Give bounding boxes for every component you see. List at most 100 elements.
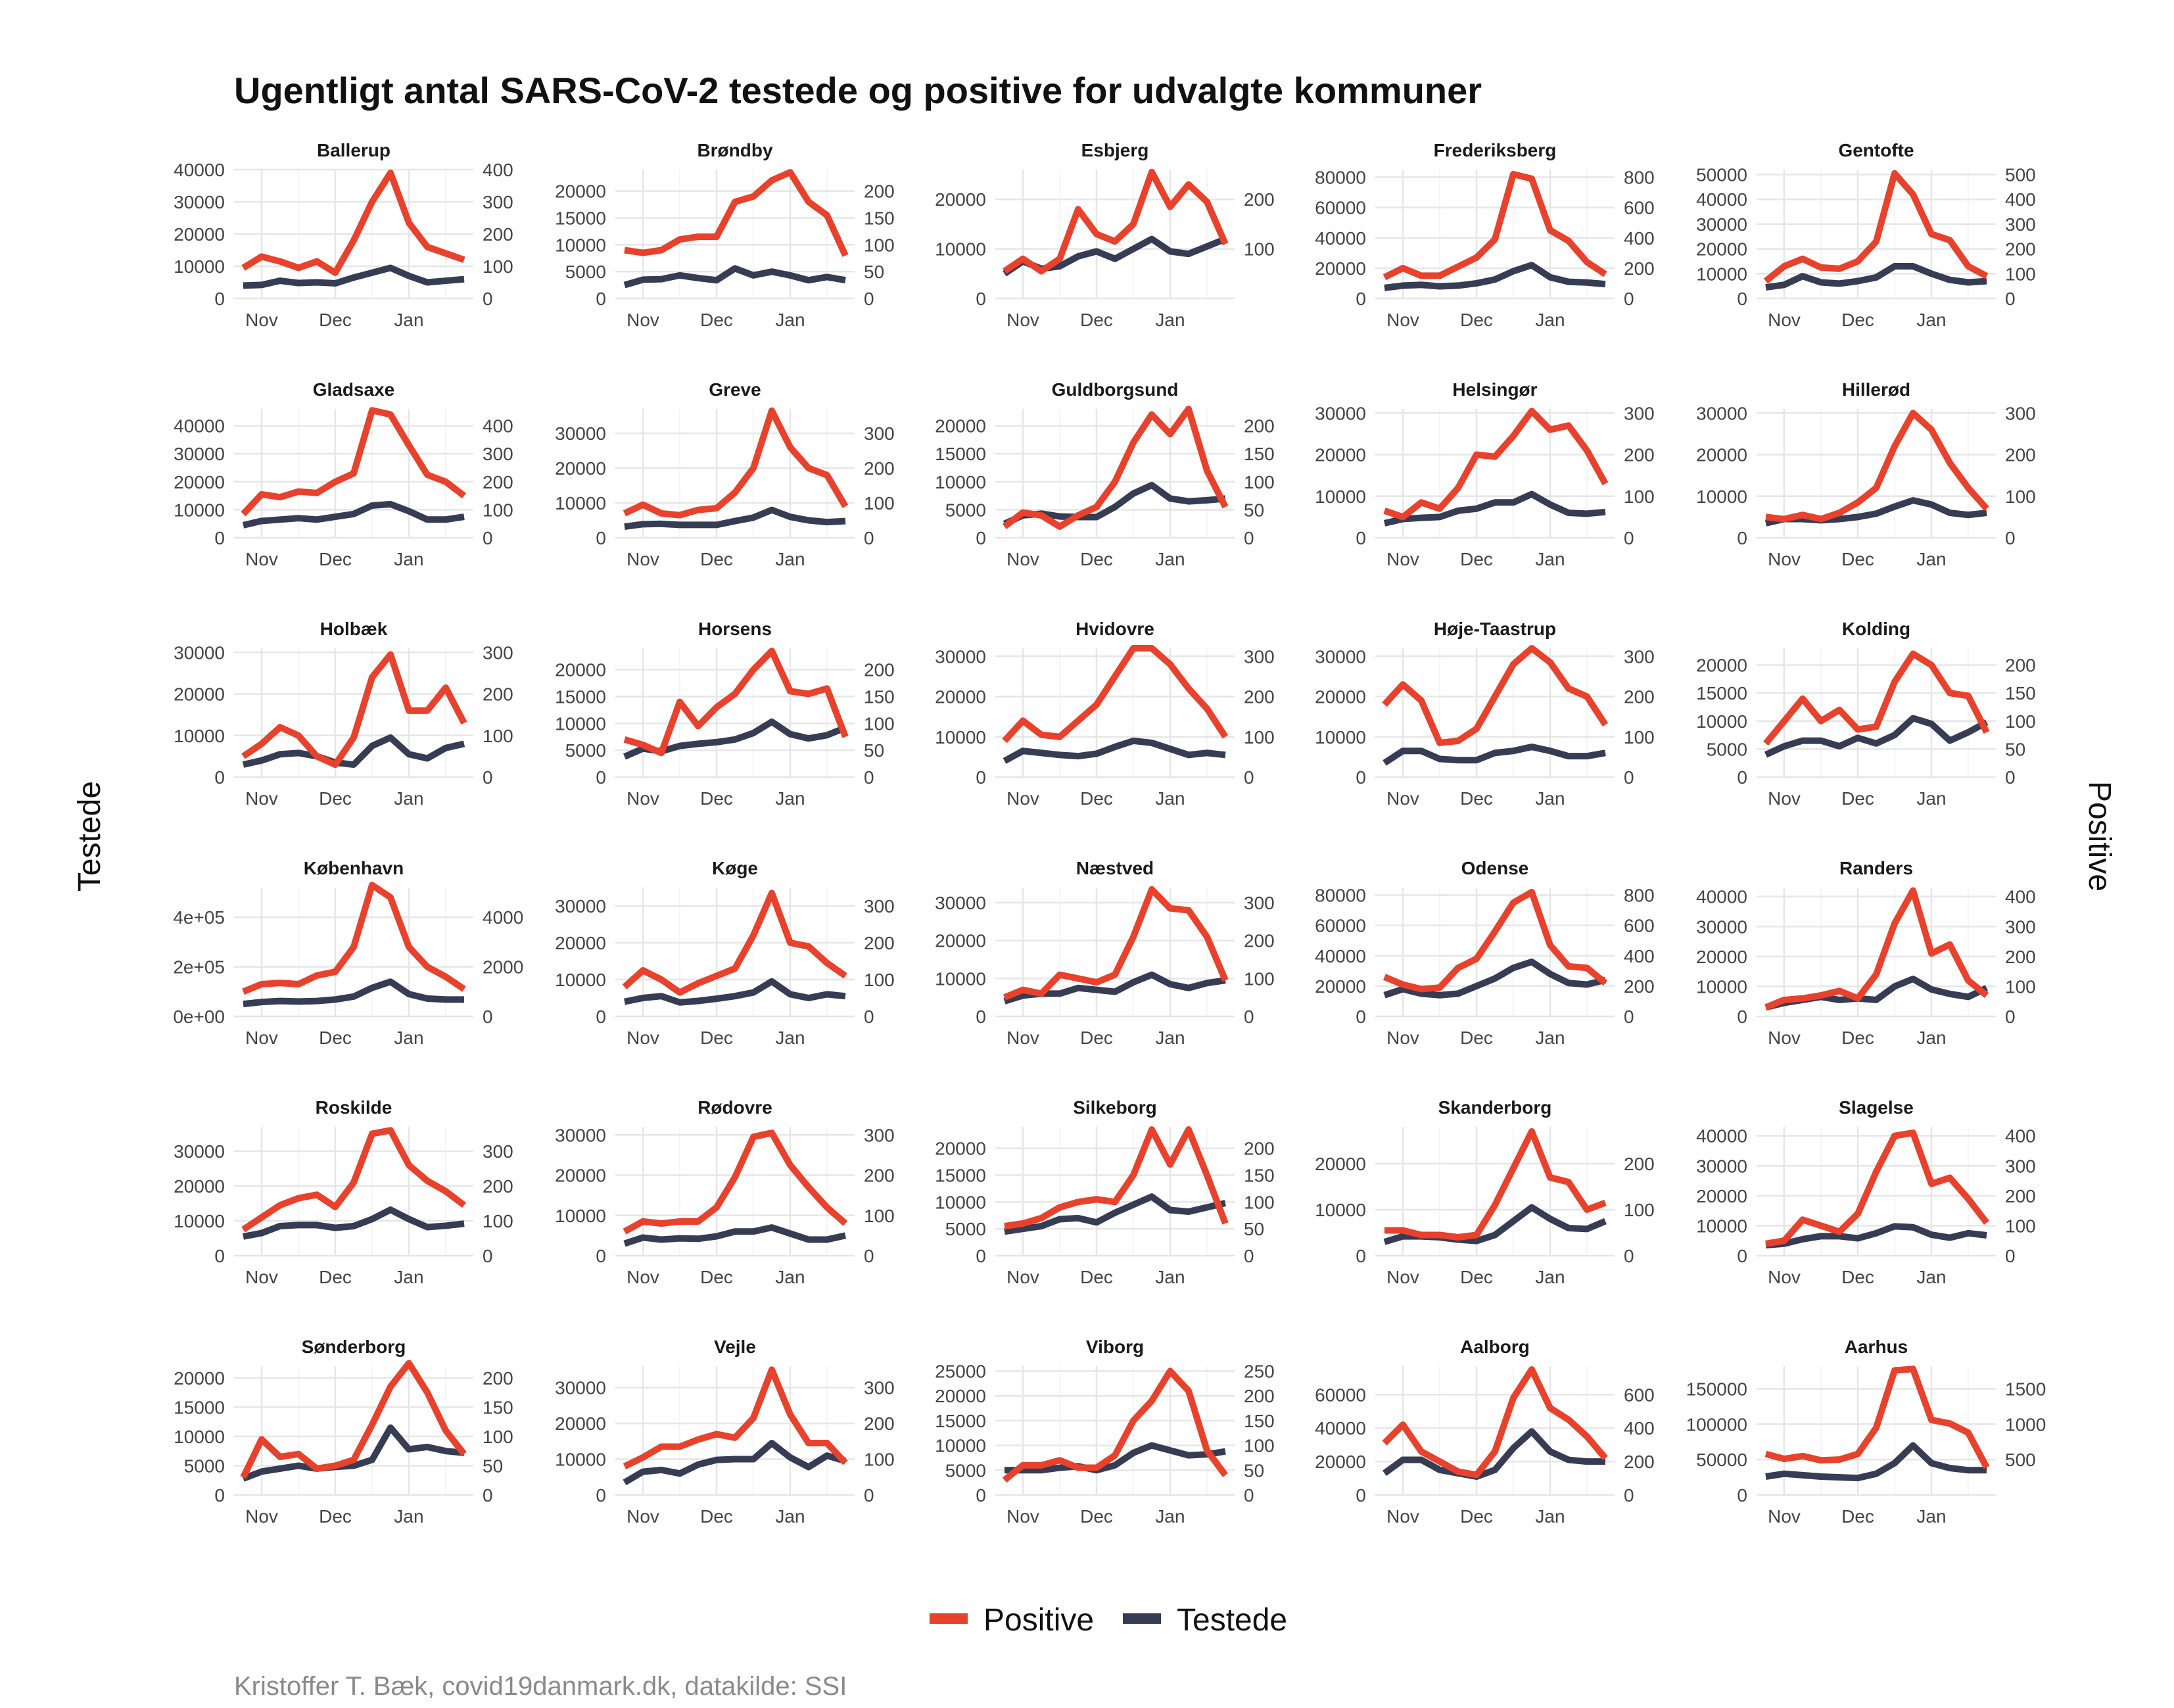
panel-holbaek-right-tick: 100 — [483, 726, 513, 746]
panel-gladsaxe-left-tick: 20000 — [174, 472, 225, 492]
panel-viborg-right-tick: 200 — [1244, 1386, 1275, 1406]
panel-roedovre-right-tick: 0 — [864, 1246, 874, 1266]
panel-naestved-title: Næstved — [1076, 858, 1154, 878]
panel-gentofte-right-tick: 0 — [2005, 289, 2016, 309]
panel-holbaek-right-tick: 200 — [483, 684, 513, 705]
panel-hvidovre-left-tick: 0 — [976, 767, 986, 788]
panel-gladsaxe-x-tick: Nov — [245, 549, 278, 569]
legend: Positive Testede — [930, 1603, 1287, 1638]
panel-slagelse-right-tick: 100 — [2005, 1216, 2036, 1236]
panel-roedovre-title: Rødovre — [697, 1097, 772, 1118]
panel-naestved-right-tick: 0 — [1244, 1007, 1254, 1027]
panel-aalborg-line-positive — [1382, 1366, 1608, 1479]
panel-aarhus-right-tick: 500 — [2005, 1450, 2036, 1470]
panel-roskilde-left-tick: 10000 — [174, 1211, 225, 1231]
panel-hvidovre-x-tick: Jan — [1155, 788, 1185, 809]
panel-guldborgsund-x-tick: Dec — [1080, 549, 1113, 569]
panel-broendby-x-tick: Nov — [626, 310, 659, 330]
panel-skanderborg: Skanderborg 0 10000 20000 0 100 200 Nov Dec Jan — [1315, 1097, 1655, 1287]
panel-silkeborg-left-tick: 5000 — [945, 1219, 986, 1239]
panel-odense-left-tick: 60000 — [1315, 916, 1366, 936]
panel-esbjerg-left-tick: 10000 — [935, 239, 986, 260]
panel-naestved-right-tick: 300 — [1244, 893, 1275, 913]
panel-aalborg-title: Aalborg — [1460, 1337, 1530, 1357]
panel-frederiksberg-x-tick: Dec — [1460, 310, 1493, 330]
panel-aarhus-title: Aarhus — [1845, 1337, 1908, 1357]
panel-naestved-x-tick: Nov — [1006, 1028, 1039, 1048]
legend-label-positive: Positive — [983, 1603, 1094, 1638]
panel-roskilde: Roskilde 0 10000 20000 30000 0 100 200 300 Nov Dec… — [174, 1097, 513, 1287]
panel-helsingoer-right-tick: 0 — [1624, 528, 1634, 548]
panel-hilleroed-x-tick: Nov — [1768, 549, 1801, 569]
panel-hvidovre-right-tick: 200 — [1244, 687, 1275, 707]
panel-horsens-right-tick: 100 — [864, 713, 895, 734]
panel-greve-line-positive — [623, 407, 849, 519]
panel-roskilde-right-tick: 100 — [483, 1211, 513, 1231]
panel-soenderborg-right-tick: 200 — [483, 1368, 513, 1388]
panel-roskilde-right-tick: 300 — [483, 1141, 513, 1162]
panel-holbaek: Holbæk 0 10000 20000 30000 0 100 200 300 Nov Dec Ja… — [174, 619, 513, 809]
panel-hoeje-taastrup-line-testede — [1382, 744, 1606, 766]
panel-hvidovre-left-tick: 20000 — [935, 687, 986, 707]
panel-vejle-left-tick: 20000 — [555, 1413, 606, 1434]
panel-roedovre-left-tick: 20000 — [555, 1166, 606, 1186]
panel-roskilde-x-tick: Dec — [319, 1267, 352, 1287]
panel-vejle-right-tick: 0 — [864, 1485, 874, 1506]
panel-hoeje-taastrup-right-tick: 200 — [1624, 687, 1655, 707]
panel-koege-x-tick: Dec — [700, 1028, 733, 1048]
panel-gladsaxe-left-tick: 0 — [214, 528, 225, 548]
panel-esbjerg-right-tick: 100 — [1244, 239, 1275, 260]
panel-gentofte-x-tick: Jan — [1916, 310, 1946, 330]
panel-horsens: Horsens 0 5000 10000 15000 20000 0 50 100 150 200 N… — [555, 619, 895, 809]
panel-gentofte-right-tick: 200 — [2005, 239, 2036, 260]
panel-ballerup-x-tick: Dec — [319, 310, 352, 330]
panel-greve-x-tick: Jan — [775, 549, 805, 569]
panel-broendby-right-tick: 200 — [864, 181, 895, 202]
panel-horsens-x-tick: Jan — [775, 788, 805, 809]
panel-hvidovre-left-tick: 10000 — [935, 727, 986, 747]
panel-koebenhavn-x-tick: Jan — [394, 1028, 423, 1048]
panel-roskilde-line-testede — [243, 1206, 465, 1240]
panel-randers-right-tick: 100 — [2005, 976, 2036, 997]
panel-skanderborg-right-tick: 200 — [1624, 1154, 1655, 1174]
panel-gentofte-right-tick: 100 — [2005, 264, 2036, 284]
panel-kolding-right-tick: 100 — [2005, 711, 2036, 732]
panel-aalborg-right-tick: 600 — [1624, 1385, 1655, 1405]
panel-ballerup-right-tick: 200 — [483, 224, 513, 245]
panel-roedovre-left-tick: 0 — [596, 1246, 606, 1266]
panel-hilleroed-left-tick: 10000 — [1696, 486, 1747, 507]
panel-randers-right-tick: 400 — [2005, 887, 2036, 907]
panel-ballerup-left-tick: 30000 — [174, 192, 225, 212]
panel-horsens-left-tick: 20000 — [555, 660, 606, 680]
panel-guldborgsund-right-tick: 50 — [1244, 500, 1264, 520]
panel-odense-x-tick: Jan — [1535, 1028, 1565, 1048]
panel-aarhus-left-tick: 150000 — [1686, 1379, 1747, 1399]
panel-roedovre-line-positive — [623, 1129, 848, 1235]
panel-hilleroed-line-testede — [1764, 497, 1987, 527]
panel-hilleroed-line-positive — [1765, 410, 1989, 523]
panel-esbjerg-x-tick: Jan — [1155, 310, 1185, 330]
panel-horsens-x-tick: Nov — [626, 788, 659, 809]
panel-frederiksberg-right-tick: 800 — [1624, 168, 1655, 188]
panel-randers: Randers 0 10000 20000 30000 40000 0 100 200 300 40… — [1696, 858, 2036, 1048]
panel-aarhus-left-tick: 100000 — [1686, 1414, 1747, 1435]
panel-soenderborg-x-tick: Dec — [319, 1506, 352, 1527]
panel-helsingoer-right-tick: 100 — [1624, 486, 1655, 507]
panel-kolding-right-tick: 0 — [2005, 767, 2016, 788]
panel-koege-line-positive — [622, 890, 847, 996]
panel-gladsaxe-left-tick: 30000 — [174, 444, 225, 464]
panel-silkeborg-left-tick: 0 — [976, 1246, 986, 1266]
panel-skanderborg-x-tick: Nov — [1386, 1267, 1419, 1287]
panel-guldborgsund-left-tick: 10000 — [935, 472, 986, 492]
panel-koege-right-tick: 300 — [864, 896, 895, 916]
panel-hilleroed-right-tick: 100 — [2005, 486, 2036, 507]
panel-greve-left-tick: 20000 — [555, 458, 606, 479]
panel-soenderborg-left-tick: 5000 — [184, 1456, 225, 1476]
panel-aalborg-x-tick: Jan — [1535, 1506, 1565, 1527]
panel-aarhus-line-positive — [1764, 1365, 1990, 1469]
panel-roskilde-x-tick: Jan — [394, 1267, 423, 1287]
panel-vejle-x-tick: Jan — [775, 1506, 805, 1527]
panel-naestved-right-tick: 200 — [1244, 931, 1275, 951]
panel-broendby-right-tick: 150 — [864, 208, 895, 229]
panel-aalborg-right-tick: 0 — [1624, 1485, 1634, 1506]
